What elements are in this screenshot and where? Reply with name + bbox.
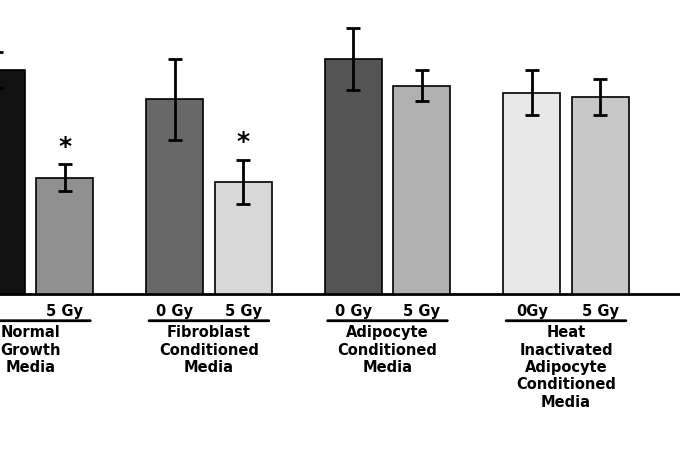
Text: Normal
Growth
Media: Normal Growth Media <box>0 325 61 375</box>
Text: *: * <box>237 130 250 154</box>
Bar <box>393 86 450 294</box>
Bar <box>572 97 629 294</box>
Text: Heat
Inactivated
Adipocyte
Conditioned
Media: Heat Inactivated Adipocyte Conditioned M… <box>516 325 616 410</box>
Text: Adipocyte
Conditioned
Media: Adipocyte Conditioned Media <box>337 325 437 375</box>
Text: *: * <box>58 135 71 158</box>
Bar <box>325 59 381 294</box>
Bar <box>215 182 271 294</box>
Bar <box>503 92 560 294</box>
Bar <box>0 70 24 294</box>
Bar <box>36 178 93 294</box>
Text: Fibroblast
Conditioned
Media: Fibroblast Conditioned Media <box>159 325 259 375</box>
Bar <box>146 99 203 294</box>
